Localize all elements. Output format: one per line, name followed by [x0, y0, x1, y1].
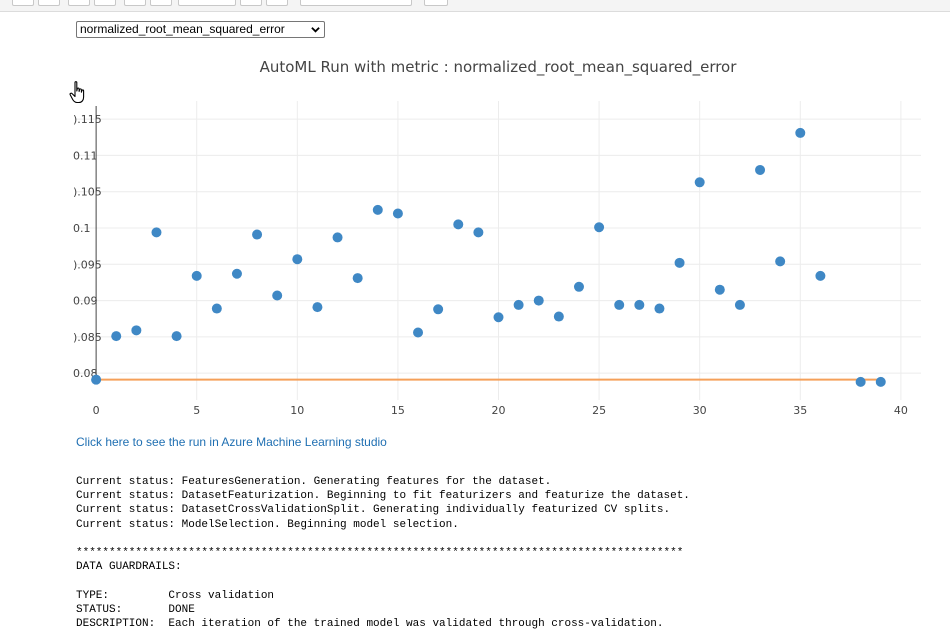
- y-tick-label: ).115: [73, 113, 102, 126]
- data-point: [191, 270, 202, 281]
- separator-line: ****************************************…: [76, 547, 684, 560]
- data-point: [131, 325, 142, 336]
- y-tick-label: ).105: [73, 186, 102, 199]
- data-point: [775, 256, 786, 267]
- x-axis-ticks: 0 5 10 15 20 25 30 35 40: [93, 404, 908, 417]
- x-tick-label: 20: [492, 404, 506, 417]
- run-output-log: Current status: FeaturesGeneration. Gene…: [76, 475, 690, 631]
- data-points: [91, 127, 886, 387]
- y-tick-label: 0.08: [73, 367, 98, 380]
- x-tick-label: 25: [592, 404, 606, 417]
- toolbar-button[interactable]: [266, 0, 288, 6]
- data-point: [694, 177, 705, 188]
- log-line: Current status: DatasetCrossValidationSp…: [76, 504, 671, 517]
- chart-grid: [76, 101, 921, 400]
- y-tick-label: ).085: [73, 331, 102, 344]
- data-point: [231, 268, 242, 279]
- data-point: [312, 302, 323, 313]
- y-tick-label: ).095: [73, 258, 102, 271]
- data-point: [111, 331, 122, 342]
- metric-dropdown-value: normalized_root_mean_squared_error: [80, 22, 285, 36]
- data-point: [755, 164, 766, 175]
- toolbar-button[interactable]: [12, 0, 34, 6]
- data-point: [392, 208, 403, 219]
- chart-title: AutoML Run with metric : normalized_root…: [259, 58, 737, 76]
- x-tick-label: 15: [391, 404, 405, 417]
- log-line: Current status: ModelSelection. Beginnin…: [76, 518, 459, 531]
- data-point: [815, 270, 826, 281]
- data-point: [493, 312, 504, 323]
- azure-ml-studio-link[interactable]: Click here to see the run in Azure Machi…: [76, 435, 387, 449]
- toolbar-button[interactable]: [68, 0, 90, 6]
- data-point: [272, 290, 283, 301]
- data-point: [413, 327, 424, 338]
- toolbar-button[interactable]: [124, 0, 146, 6]
- data-point: [91, 374, 102, 385]
- data-point: [875, 376, 886, 387]
- data-point: [372, 204, 383, 215]
- data-point: [332, 232, 343, 243]
- y-tick-label: 0.09: [73, 295, 98, 308]
- data-point: [533, 295, 544, 306]
- data-point: [513, 299, 524, 310]
- metric-dropdown[interactable]: normalized_root_mean_squared_error: [76, 21, 325, 38]
- toolbar-button[interactable]: [424, 0, 448, 6]
- log-line: Current status: DatasetFeaturization. Be…: [76, 490, 690, 503]
- data-point: [171, 331, 182, 342]
- x-tick-label: 0: [93, 404, 100, 417]
- data-point: [453, 219, 464, 230]
- log-line: STATUS: DONE: [76, 603, 195, 616]
- data-point: [211, 303, 222, 314]
- x-tick-label: 5: [193, 404, 200, 417]
- data-point: [714, 284, 725, 295]
- data-point: [292, 254, 303, 265]
- data-point: [674, 257, 685, 268]
- data-point: [594, 222, 605, 233]
- data-point: [795, 127, 806, 138]
- toolbar-button[interactable]: [38, 0, 60, 6]
- y-tick-label: 0.11: [73, 149, 98, 162]
- chevron-down-icon: [311, 27, 320, 33]
- data-point: [573, 281, 584, 292]
- scatter-chart: 0.08 ).085 0.09 ).095 0.1 ).105 0.11 ).115 0 5 10…: [73, 101, 921, 417]
- hand-pointer-cursor-icon: [69, 81, 85, 104]
- x-tick-label: 30: [693, 404, 707, 417]
- data-point: [634, 299, 645, 310]
- log-line: Current status: FeaturesGeneration. Gene…: [76, 476, 552, 488]
- toolbar-button[interactable]: [178, 0, 236, 6]
- notebook-toolbar: [0, 0, 950, 12]
- data-point: [734, 299, 745, 310]
- y-axis-ticks: 0.08 ).085 0.09 ).095 0.1 ).105 0.11 ).115: [73, 113, 102, 380]
- log-line: DESCRIPTION: Each iteration of the train…: [76, 618, 664, 631]
- data-point: [614, 299, 625, 310]
- x-tick-label: 40: [894, 404, 908, 417]
- data-point: [352, 273, 363, 284]
- x-tick-label: 35: [793, 404, 807, 417]
- data-point: [553, 311, 564, 322]
- y-tick-label: 0.1: [73, 222, 91, 235]
- log-line: TYPE: Cross validation: [76, 589, 275, 602]
- data-point: [473, 227, 484, 238]
- toolbar-button[interactable]: [94, 0, 116, 6]
- data-point: [433, 304, 444, 315]
- toolbar-button[interactable]: [240, 0, 262, 6]
- data-point: [252, 229, 263, 240]
- log-line: DATA GUARDRAILS:: [76, 561, 182, 574]
- x-tick-label: 10: [290, 404, 304, 417]
- cell-type-select[interactable]: [300, 0, 412, 6]
- data-point: [151, 227, 162, 238]
- toolbar-button[interactable]: [150, 0, 172, 6]
- data-point: [654, 303, 665, 314]
- data-point: [855, 376, 866, 387]
